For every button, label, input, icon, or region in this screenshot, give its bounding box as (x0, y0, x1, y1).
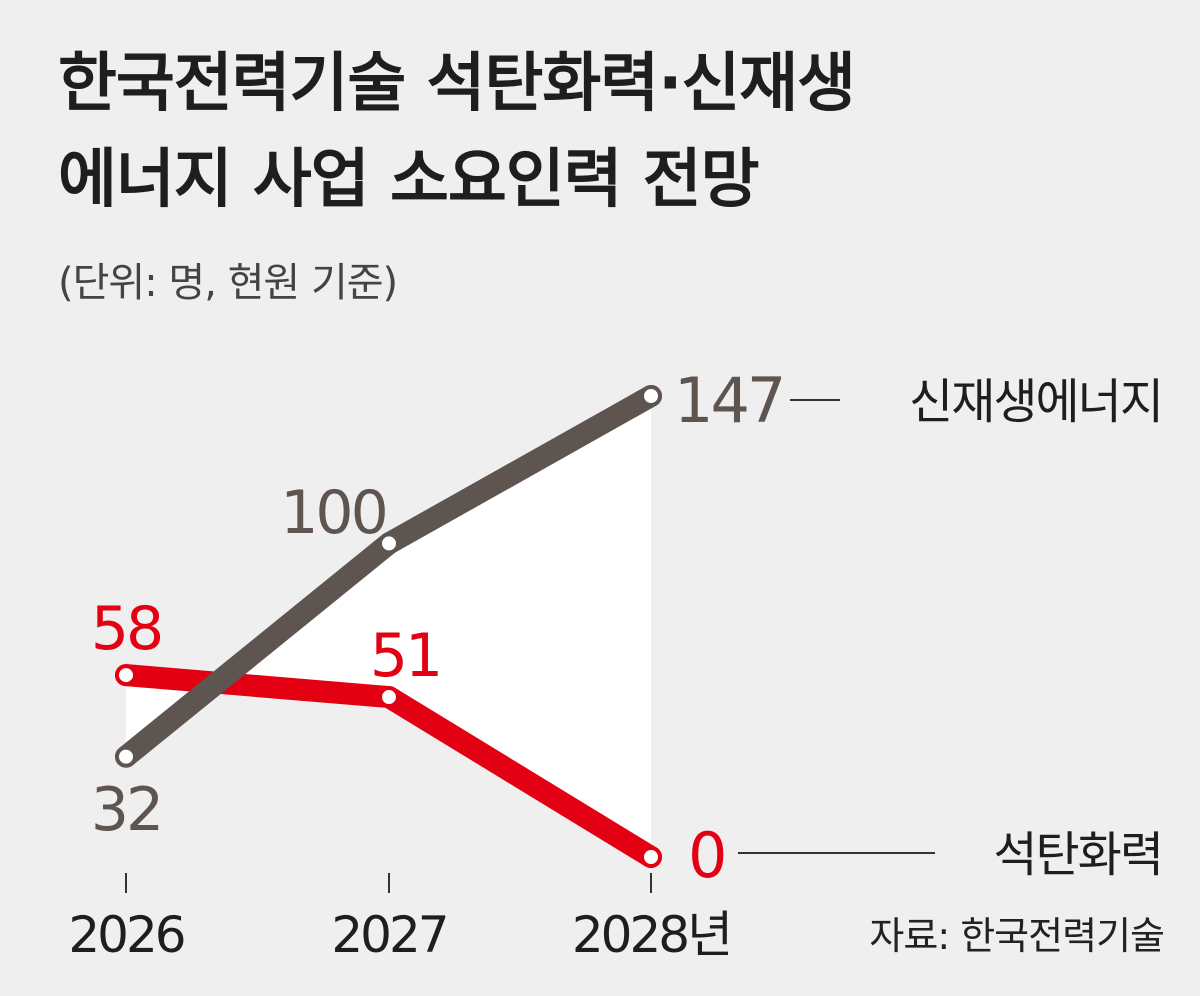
point-renewable-2 (378, 532, 400, 555)
legend-label-coal: 석탄화력 (993, 827, 1162, 883)
data-label-coal-1: 58 (91, 594, 161, 664)
data-label-renewable-3: 147 (674, 364, 783, 437)
point-renewable-3 (640, 385, 662, 407)
unit-note: (단위: 명, 현원 기준) (58, 260, 398, 306)
x-tick-label-3: 2028년 (572, 906, 730, 964)
data-label-renewable-1: 32 (91, 775, 161, 845)
data-label-renewable-2: 100 (280, 478, 386, 548)
data-label-coal-2: 51 (370, 621, 440, 691)
data-label-coal-3: 0 (688, 819, 724, 892)
chart-title-line-2: 에너지 사업 소요인력 전망 (58, 143, 760, 217)
x-tick-label-1: 2026 (68, 906, 183, 964)
point-renewable-1 (115, 745, 137, 768)
point-coal-2 (378, 686, 400, 709)
point-coal-3 (640, 846, 662, 868)
source-note: 자료: 한국전력기술 (869, 914, 1165, 958)
chart-title-line-1: 한국전력기술 석탄화력·신재생 (58, 47, 856, 121)
x-tick-label-2: 2027 (331, 906, 446, 964)
legend-label-renewable: 신재생에너지 (909, 374, 1162, 430)
point-coal-1 (115, 664, 137, 687)
gap-area (126, 396, 651, 857)
